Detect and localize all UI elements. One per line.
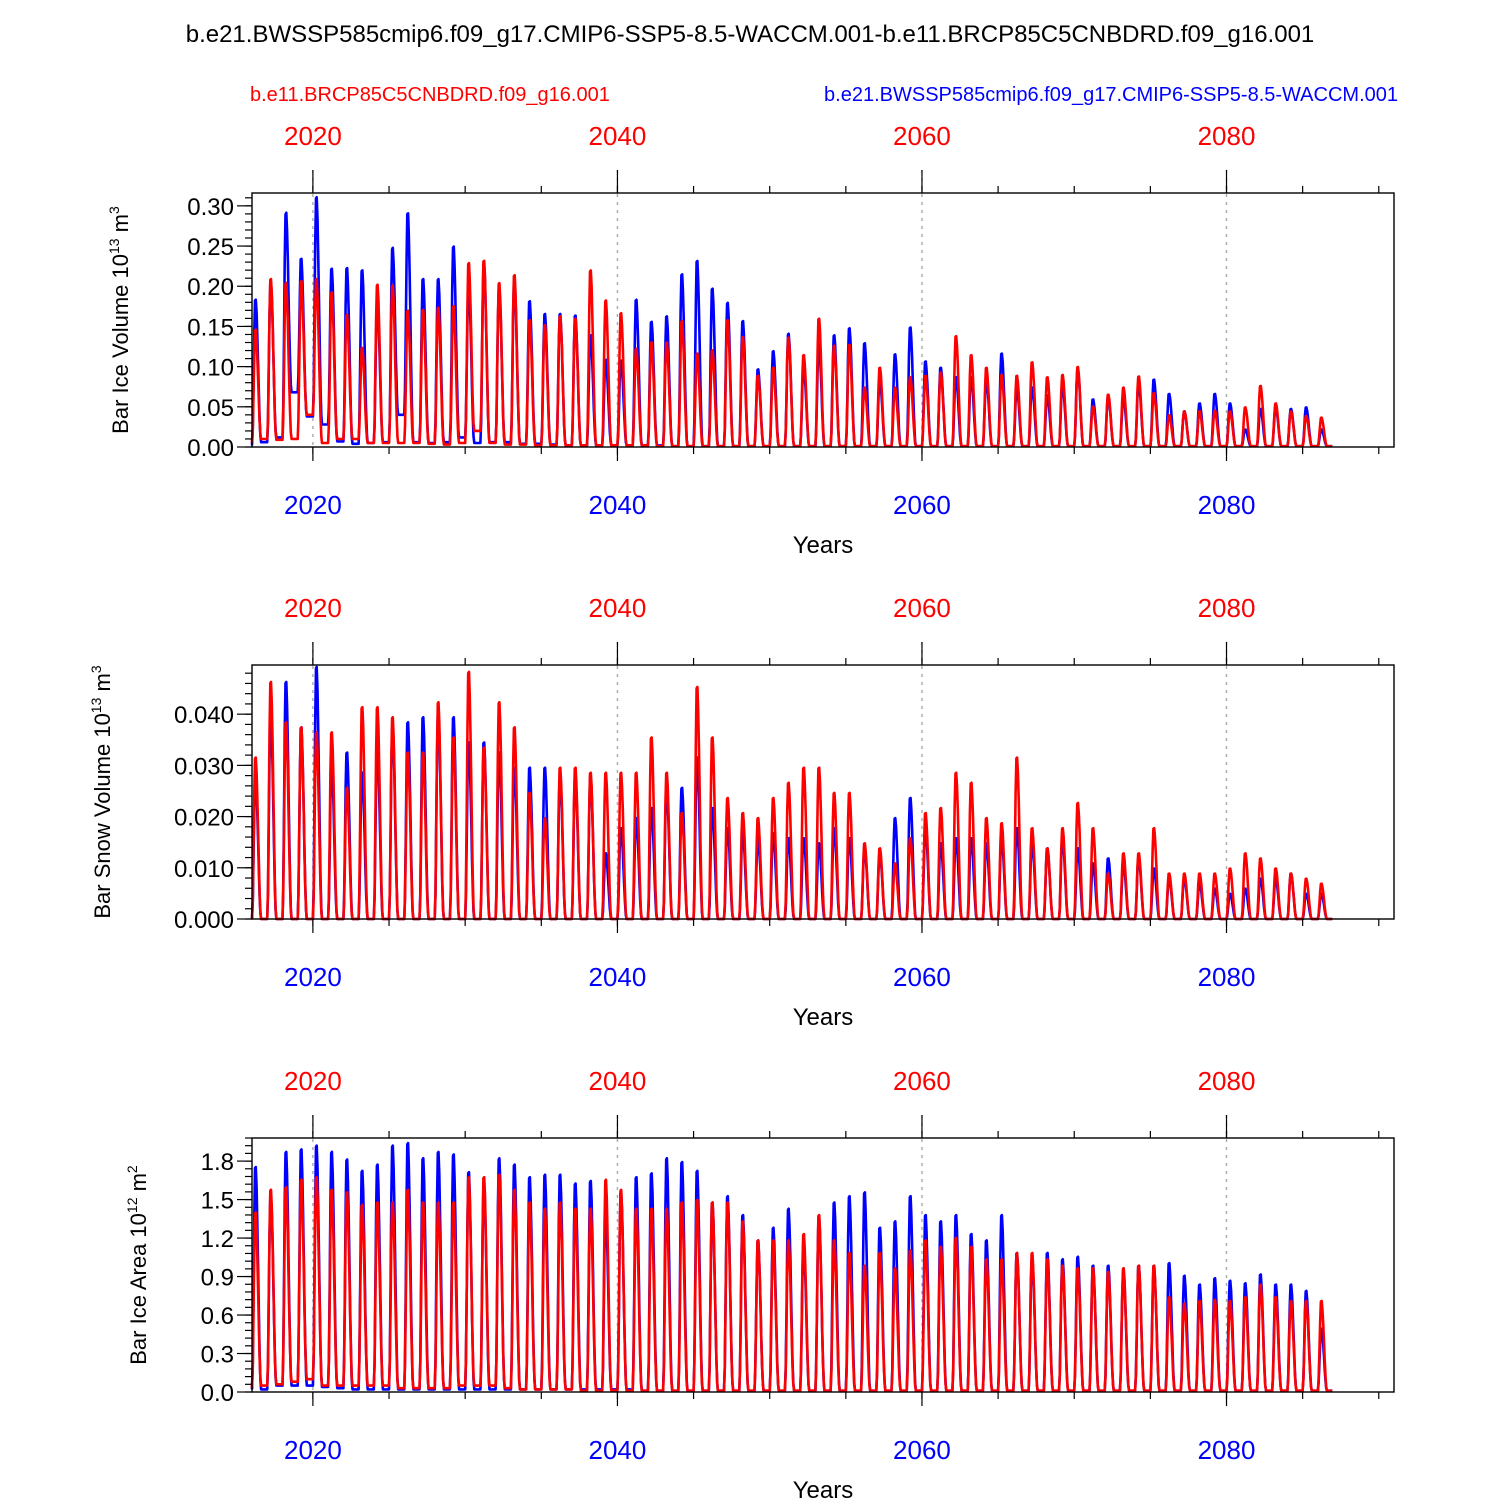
legend: b.e11.BRCP85C5CNBDRD.f09_g16.001 b.e21.B… bbox=[250, 84, 1398, 106]
y-tick-label: 0.30 bbox=[187, 194, 234, 221]
y-tick-label: 1.8 bbox=[201, 1149, 234, 1176]
x-tick-label-bottom: 2080 bbox=[1198, 1435, 1256, 1465]
y-tick-label: 0.6 bbox=[201, 1303, 234, 1330]
series-line-red bbox=[250, 670, 1333, 921]
y-tick-label: 0.010 bbox=[174, 856, 234, 883]
x-tick-label-bottom: 2080 bbox=[1198, 962, 1256, 992]
y-tick-label: 0.0 bbox=[201, 1380, 234, 1407]
x-axis-label: Years bbox=[793, 1004, 854, 1031]
x-tick-label-bottom: 2020 bbox=[284, 962, 342, 992]
x-tick-label-top: 2040 bbox=[589, 593, 647, 623]
plot-frame bbox=[251, 664, 1395, 920]
panel-3: 0.0 0.3 0.6 0.9 1.2 1.5 1.8 2020 2020 2040 2040 206… bbox=[124, 1066, 1395, 1500]
legend-blue-label: b.e21.BWSSP585cmip6.f09_g17.CMIP6-SSP5-8… bbox=[824, 84, 1398, 106]
x-axis-label: Years bbox=[793, 532, 854, 559]
y-tick-label: 0.000 bbox=[174, 907, 234, 934]
panel-2: 0.000 0.010 0.020 0.030 0.040 2020 2020 2040 204… bbox=[88, 593, 1395, 1031]
panel-1: 0.00 0.05 0.10 0.15 0.20 0.25 0.30 2020 2020 2040… bbox=[106, 121, 1395, 559]
x-tick-label-bottom: 2040 bbox=[589, 962, 647, 992]
x-tick-label-top: 2020 bbox=[284, 1066, 342, 1096]
y-axis-label: Bar Snow Volume 1013 m3 bbox=[88, 665, 115, 919]
x-tick-label-bottom: 2020 bbox=[284, 490, 342, 520]
y-tick-label: 0.020 bbox=[174, 805, 234, 832]
x-tick-label-top: 2080 bbox=[1198, 121, 1256, 151]
y-tick-label: 0.040 bbox=[174, 702, 234, 729]
x-tick-label-top: 2080 bbox=[1198, 593, 1256, 623]
y-tick-label: 0.00 bbox=[187, 435, 234, 462]
x-tick-label-top: 2040 bbox=[589, 121, 647, 151]
y-tick-label: 0.9 bbox=[201, 1265, 234, 1292]
x-axis-label: Years bbox=[793, 1477, 854, 1500]
y-tick-label: 0.05 bbox=[187, 395, 234, 422]
x-tick-label-top: 2060 bbox=[893, 1066, 951, 1096]
y-tick-label: 0.030 bbox=[174, 753, 234, 780]
y-tick-label: 0.10 bbox=[187, 355, 234, 382]
legend-red-label: b.e11.BRCP85C5CNBDRD.f09_g16.001 bbox=[250, 84, 610, 106]
y-axis-label: Bar Ice Volume 1013 m3 bbox=[106, 206, 133, 434]
y-tick-label: 0.20 bbox=[187, 274, 234, 301]
y-tick-label: 1.5 bbox=[201, 1188, 234, 1215]
series-line-red bbox=[250, 1173, 1333, 1392]
y-tick-label: 0.15 bbox=[187, 314, 234, 341]
y-axis-label: Bar Ice Area 1012 m2 bbox=[124, 1165, 151, 1365]
x-tick-label-top: 2040 bbox=[589, 1066, 647, 1096]
y-tick-label: 1.2 bbox=[201, 1226, 234, 1253]
x-tick-label-top: 2080 bbox=[1198, 1066, 1256, 1096]
plot-frame bbox=[251, 192, 1395, 448]
x-tick-label-bottom: 2060 bbox=[893, 962, 951, 992]
figure-title: b.e21.BWSSP585cmip6.f09_g17.CMIP6-SSP5-8… bbox=[186, 21, 1315, 48]
y-tick-label: 0.25 bbox=[187, 234, 234, 261]
x-tick-label-bottom: 2040 bbox=[589, 490, 647, 520]
series-line-red bbox=[250, 259, 1333, 448]
y-tick-label: 0.3 bbox=[201, 1342, 234, 1369]
x-tick-label-top: 2060 bbox=[893, 121, 951, 151]
x-tick-label-bottom: 2060 bbox=[893, 490, 951, 520]
plot-frame bbox=[251, 1137, 1395, 1393]
panels: 0.00 0.05 0.10 0.15 0.20 0.25 0.30 2020 2020 2040… bbox=[88, 121, 1395, 1500]
x-tick-label-top: 2020 bbox=[284, 121, 342, 151]
x-tick-label-bottom: 2020 bbox=[284, 1435, 342, 1465]
x-tick-label-bottom: 2040 bbox=[589, 1435, 647, 1465]
x-tick-label-top: 2060 bbox=[893, 593, 951, 623]
x-tick-label-top: 2020 bbox=[284, 593, 342, 623]
x-tick-label-bottom: 2080 bbox=[1198, 490, 1256, 520]
x-tick-label-bottom: 2060 bbox=[893, 1435, 951, 1465]
